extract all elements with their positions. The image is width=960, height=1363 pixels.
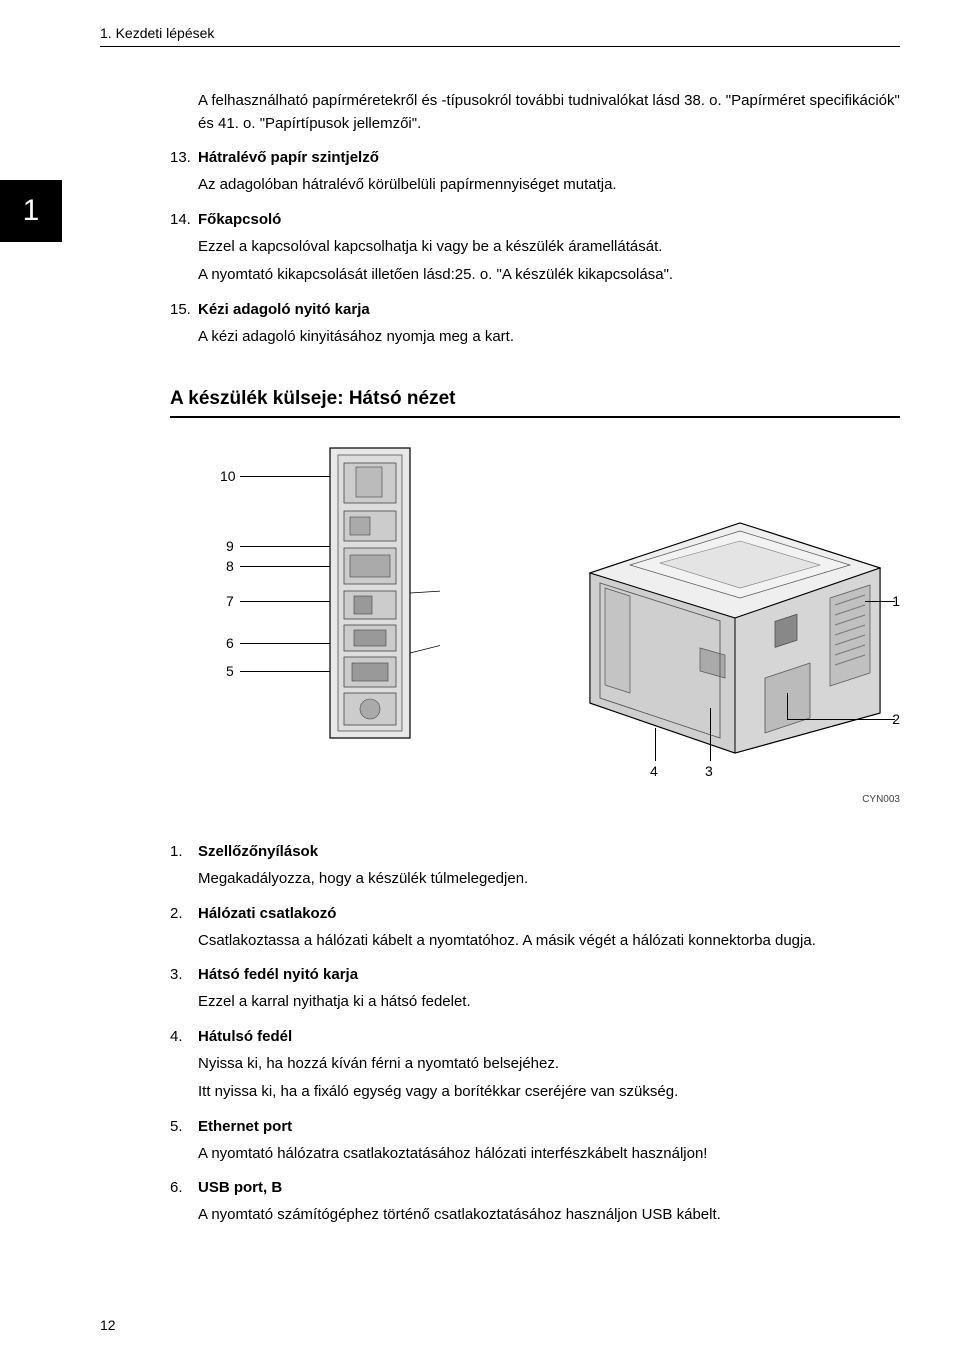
item-title: Ethernet port <box>198 1118 292 1135</box>
item-number: 13. <box>170 149 198 166</box>
diagram-code: CYN003 <box>862 794 900 805</box>
leader-5 <box>240 671 330 672</box>
leader-1 <box>865 601 895 602</box>
item-title: USB port, B <box>198 1179 282 1196</box>
item-description: Megakadályozza, hogy a készülék túlmeleg… <box>198 868 900 891</box>
item-title: Kézi adagoló nyitó karja <box>198 301 370 318</box>
page-content: A felhasználható papírméretekről és -típ… <box>170 90 900 1241</box>
numbered-item: 14.Főkapcsoló Ezzel a kapcsolóval kapcsol… <box>170 211 900 287</box>
callout-7: 7 <box>226 593 234 609</box>
connector-panel-drawing <box>310 443 440 743</box>
item-number: 15. <box>170 301 198 318</box>
numbered-item: 3.Hátsó fedél nyitó karja Ezzel a karral … <box>170 966 900 1014</box>
leader-6 <box>240 643 330 644</box>
item-number: 5. <box>170 1118 198 1135</box>
leader-8 <box>240 566 330 567</box>
leader-3 <box>710 708 711 761</box>
item-description: Ezzel a karral nyithatja ki a hátsó fede… <box>198 991 900 1014</box>
leader-2v <box>787 693 788 720</box>
numbered-item: 1.Szellőzőnyílások Megakadályozza, hogy a… <box>170 843 900 891</box>
numbered-item: 15.Kézi adagoló nyitó karja A kézi adagol… <box>170 301 900 349</box>
leader-4 <box>655 728 656 761</box>
item-description: A nyomtató hálózatra csatlakoztatásához … <box>198 1143 900 1166</box>
item-title: Hátulsó fedél <box>198 1028 292 1045</box>
item-description: Az adagolóban hátralévő körülbelüli papí… <box>198 174 900 197</box>
item-number: 1. <box>170 843 198 860</box>
chapter-header: 1. Kezdeti lépések <box>100 25 214 41</box>
leader-2 <box>788 719 895 720</box>
leader-9 <box>240 546 330 547</box>
callout-10: 10 <box>220 468 236 484</box>
item-description: Itt nyissa ki, ha a fixáló egység vagy a… <box>198 1081 900 1104</box>
item-description: Ezzel a kapcsolóval kapcsolhatja ki vagy… <box>198 236 900 259</box>
chapter-number-box: 1 <box>0 180 62 242</box>
item-description: Nyissa ki, ha hozzá kíván férni a nyomta… <box>198 1053 900 1076</box>
callout-3: 3 <box>705 763 713 779</box>
callout-9: 9 <box>226 538 234 554</box>
item-title: Hálózati csatlakozó <box>198 905 336 922</box>
callout-6: 6 <box>226 635 234 651</box>
item-number: 14. <box>170 211 198 228</box>
leader-10 <box>240 476 330 477</box>
item-title: Hátsó fedél nyitó karja <box>198 966 358 983</box>
printer-rear-drawing <box>570 503 900 763</box>
numbered-item: 5.Ethernet port A nyomtató hálózatra csat… <box>170 1118 900 1166</box>
section-heading: A készülék külseje: Hátsó nézet <box>170 388 900 410</box>
item-description: A nyomtató kikapcsolását illetően lásd:2… <box>198 264 900 287</box>
header-rule <box>100 46 900 47</box>
item-description: A nyomtató számítógéphez történő csatlak… <box>198 1204 900 1227</box>
item-number: 6. <box>170 1179 198 1196</box>
item-description: Csatlakoztassa a hálózati kábelt a nyomt… <box>198 930 900 953</box>
intro-paragraph: A felhasználható papírméretekről és -típ… <box>198 90 900 135</box>
item-number: 2. <box>170 905 198 922</box>
numbered-item: 13.Hátralévő papír szintjelző Az adagolób… <box>170 149 900 197</box>
numbered-item: 6.USB port, B A nyomtató számítógéphez tö… <box>170 1179 900 1227</box>
item-title: Főkapcsoló <box>198 211 281 228</box>
numbered-item: 2.Hálózati csatlakozó Csatlakoztassa a há… <box>170 905 900 953</box>
item-number: 4. <box>170 1028 198 1045</box>
rear-view-diagram: 10 9 8 7 6 5 1 2 4 3 CYN003 <box>170 443 900 823</box>
item-title: Hátralévő papír szintjelző <box>198 149 379 166</box>
page-number: 12 <box>100 1317 116 1333</box>
item-description: A kézi adagoló kinyitásához nyomja meg a… <box>198 326 900 349</box>
callout-5: 5 <box>226 663 234 679</box>
item-title: Szellőzőnyílások <box>198 843 318 860</box>
section-rule <box>170 416 900 418</box>
numbered-item: 4.Hátulsó fedél Nyissa ki, ha hozzá kíván… <box>170 1028 900 1104</box>
callout-8: 8 <box>226 558 234 574</box>
callout-4: 4 <box>650 763 658 779</box>
item-number: 3. <box>170 966 198 983</box>
leader-7 <box>240 601 330 602</box>
